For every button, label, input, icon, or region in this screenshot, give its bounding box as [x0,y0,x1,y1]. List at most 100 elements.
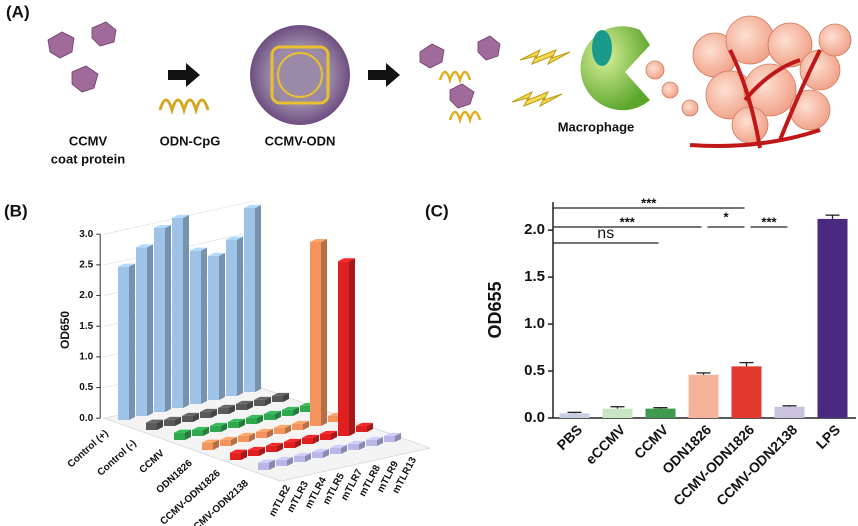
bar-front [366,439,377,446]
bar-side [275,410,281,420]
bar-front [258,462,269,470]
bar [236,400,253,410]
bar [274,424,291,434]
bar-side [349,258,355,436]
bar-top [202,439,219,443]
y-tick-label: 2.5 [79,260,93,271]
bar-top [220,436,237,440]
row-label: CCMV [138,448,167,476]
bar-side [157,419,163,430]
bar-top [200,408,217,412]
bar-front [254,399,265,406]
particle-core [277,52,323,98]
bar-top [174,429,191,433]
bar [208,252,225,400]
bar-top [154,225,171,228]
bar [264,410,281,420]
bar-front [310,242,321,426]
bar [192,426,209,436]
bar [292,420,309,430]
released-protein [419,35,501,109]
bar-front [146,422,157,430]
bar [226,236,243,396]
arrow [168,63,200,87]
bar-front [266,445,277,452]
bar-top [218,404,235,408]
bar-side [175,416,181,426]
bar [220,436,237,446]
x-tick-label: LPS [813,421,844,452]
bar-side [395,432,401,442]
bar [172,214,189,408]
bar-front [320,433,331,440]
bar-side [257,414,263,424]
error-bar [696,372,711,375]
bar [266,442,283,452]
bar [256,428,273,438]
bar-top [294,452,311,456]
bar-front [230,452,241,460]
tumor-icon [645,15,852,144]
bar-front [274,427,285,434]
bar-side [305,452,311,462]
bar-front [220,439,231,446]
y-tick-label: 1.0 [79,352,93,363]
bar-side [283,392,289,402]
bar [774,406,805,418]
bar [200,408,217,418]
bar-side [219,252,225,400]
bar [230,449,247,460]
y-tick-label: 0.5 [524,362,545,379]
bar-top [276,456,293,460]
bar [356,422,373,432]
label: ODN-CpG [160,133,221,148]
significance-label: *** [620,214,636,229]
bar-top [254,396,271,400]
bar [248,446,265,456]
bar-front [244,208,255,392]
bar-top [118,263,135,267]
bar-side [367,422,373,432]
bar-top [226,236,243,240]
bar-side [285,424,291,434]
bar-front [276,459,287,466]
bar-side [359,440,365,450]
panel-label: (B) [4,201,28,220]
significance-label: * [723,209,729,224]
bar-side [321,239,327,426]
bar-side [185,429,191,440]
bar-side [203,426,209,436]
bar-side [295,438,301,448]
bar-front [248,449,259,456]
bar [118,263,135,420]
bar [284,438,301,448]
error-bar [782,405,797,407]
y-tick-label: 0.0 [524,409,545,426]
bar-front [190,250,201,404]
bar-top [256,428,273,432]
bar-side [237,236,243,396]
bar-side [313,434,319,444]
bar-side [259,446,265,456]
bar-front [292,423,303,430]
bar-side [201,247,207,404]
bar-top [182,412,199,416]
y-tick-label: 1.0 [524,315,545,332]
bar [202,439,219,450]
bar-side [211,408,217,418]
bar-side [231,436,237,446]
y-tick-label: 2.0 [79,290,93,301]
label: Macrophage [558,119,635,134]
bar-side [229,404,235,414]
arrow [368,63,400,87]
x-tick-label: CCMV [631,421,672,462]
significance-label: *** [641,195,657,210]
bar-front [136,247,147,416]
bar-side [323,448,329,458]
bar-front [238,435,249,442]
bar [310,239,327,426]
bar-side [241,449,247,460]
bar-front [202,442,213,450]
bar-top [274,424,291,428]
bar-front [154,228,165,412]
